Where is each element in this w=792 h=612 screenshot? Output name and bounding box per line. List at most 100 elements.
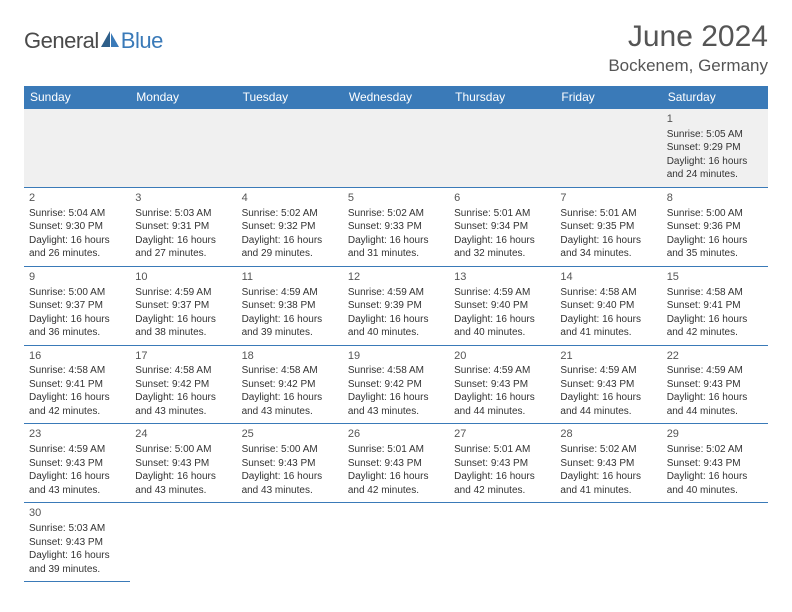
calendar-cell: 20Sunrise: 4:59 AMSunset: 9:43 PMDayligh… <box>449 345 555 424</box>
day-number: 6 <box>454 191 550 206</box>
sunset-text: Sunset: 9:33 PM <box>348 220 444 234</box>
daylight-text: Daylight: 16 hours <box>560 234 656 248</box>
daylight-text: Daylight: 16 hours <box>242 234 338 248</box>
daylight-text: and 24 minutes. <box>667 168 763 182</box>
day-header: Thursday <box>449 86 555 109</box>
calendar-cell <box>24 109 130 188</box>
daylight-text: and 41 minutes. <box>560 326 656 340</box>
sunrise-text: Sunrise: 4:59 AM <box>667 364 763 378</box>
daylight-text: Daylight: 16 hours <box>135 470 231 484</box>
day-number: 26 <box>348 427 444 442</box>
day-number: 8 <box>667 191 763 206</box>
calendar-cell: 28Sunrise: 5:02 AMSunset: 9:43 PMDayligh… <box>555 424 661 503</box>
sunrise-text: Sunrise: 4:58 AM <box>29 364 125 378</box>
day-number: 30 <box>29 506 125 521</box>
calendar-cell <box>449 109 555 188</box>
day-number: 9 <box>29 270 125 285</box>
sunset-text: Sunset: 9:41 PM <box>667 299 763 313</box>
calendar-cell <box>130 109 236 188</box>
calendar-cell: 4Sunrise: 5:02 AMSunset: 9:32 PMDaylight… <box>237 187 343 266</box>
sunrise-text: Sunrise: 5:01 AM <box>348 443 444 457</box>
sunset-text: Sunset: 9:43 PM <box>135 457 231 471</box>
daylight-text: and 40 minutes. <box>348 326 444 340</box>
sunrise-text: Sunrise: 5:01 AM <box>560 207 656 221</box>
daylight-text: and 42 minutes. <box>348 484 444 498</box>
calendar-cell: 21Sunrise: 4:59 AMSunset: 9:43 PMDayligh… <box>555 345 661 424</box>
day-number: 19 <box>348 349 444 364</box>
calendar-cell: 22Sunrise: 4:59 AMSunset: 9:43 PMDayligh… <box>662 345 768 424</box>
page-header: General Blue June 2024 Bockenem, Germany <box>24 20 768 76</box>
daylight-text: and 40 minutes. <box>454 326 550 340</box>
calendar-cell <box>449 503 555 582</box>
calendar-cell <box>555 109 661 188</box>
sunset-text: Sunset: 9:43 PM <box>454 378 550 392</box>
sunrise-text: Sunrise: 4:59 AM <box>348 286 444 300</box>
sunrise-text: Sunrise: 4:59 AM <box>560 364 656 378</box>
sunset-text: Sunset: 9:43 PM <box>348 457 444 471</box>
daylight-text: and 43 minutes. <box>29 484 125 498</box>
day-number: 21 <box>560 349 656 364</box>
calendar-cell: 2Sunrise: 5:04 AMSunset: 9:30 PMDaylight… <box>24 187 130 266</box>
day-number: 4 <box>242 191 338 206</box>
sunrise-text: Sunrise: 5:00 AM <box>667 207 763 221</box>
day-number: 12 <box>348 270 444 285</box>
daylight-text: and 40 minutes. <box>667 484 763 498</box>
calendar-week-row: 16Sunrise: 4:58 AMSunset: 9:41 PMDayligh… <box>24 345 768 424</box>
sunrise-text: Sunrise: 5:01 AM <box>454 207 550 221</box>
daylight-text: Daylight: 16 hours <box>667 470 763 484</box>
calendar-cell <box>343 109 449 188</box>
daylight-text: Daylight: 16 hours <box>560 391 656 405</box>
calendar-cell: 10Sunrise: 4:59 AMSunset: 9:37 PMDayligh… <box>130 266 236 345</box>
day-number: 20 <box>454 349 550 364</box>
calendar-cell: 24Sunrise: 5:00 AMSunset: 9:43 PMDayligh… <box>130 424 236 503</box>
sunset-text: Sunset: 9:39 PM <box>348 299 444 313</box>
daylight-text: and 31 minutes. <box>348 247 444 261</box>
daylight-text: and 43 minutes. <box>135 405 231 419</box>
daylight-text: and 34 minutes. <box>560 247 656 261</box>
daylight-text: and 42 minutes. <box>454 484 550 498</box>
day-number: 15 <box>667 270 763 285</box>
day-number: 5 <box>348 191 444 206</box>
calendar-cell: 5Sunrise: 5:02 AMSunset: 9:33 PMDaylight… <box>343 187 449 266</box>
sunrise-text: Sunrise: 5:03 AM <box>135 207 231 221</box>
sunrise-text: Sunrise: 5:02 AM <box>560 443 656 457</box>
day-header: Saturday <box>662 86 768 109</box>
sunset-text: Sunset: 9:34 PM <box>454 220 550 234</box>
sunset-text: Sunset: 9:31 PM <box>135 220 231 234</box>
calendar-cell <box>130 503 236 582</box>
daylight-text: and 32 minutes. <box>454 247 550 261</box>
sunrise-text: Sunrise: 4:59 AM <box>29 443 125 457</box>
sunset-text: Sunset: 9:29 PM <box>667 141 763 155</box>
daylight-text: and 44 minutes. <box>560 405 656 419</box>
daylight-text: and 27 minutes. <box>135 247 231 261</box>
calendar-cell: 12Sunrise: 4:59 AMSunset: 9:39 PMDayligh… <box>343 266 449 345</box>
daylight-text: Daylight: 16 hours <box>560 470 656 484</box>
daylight-text: Daylight: 16 hours <box>29 391 125 405</box>
day-number: 22 <box>667 349 763 364</box>
sunset-text: Sunset: 9:43 PM <box>29 536 125 550</box>
sunrise-text: Sunrise: 5:02 AM <box>242 207 338 221</box>
sunset-text: Sunset: 9:43 PM <box>560 378 656 392</box>
day-number: 24 <box>135 427 231 442</box>
sunset-text: Sunset: 9:41 PM <box>29 378 125 392</box>
daylight-text: Daylight: 16 hours <box>667 234 763 248</box>
daylight-text: and 41 minutes. <box>560 484 656 498</box>
month-title: June 2024 <box>608 20 768 54</box>
calendar-cell: 13Sunrise: 4:59 AMSunset: 9:40 PMDayligh… <box>449 266 555 345</box>
calendar-cell: 14Sunrise: 4:58 AMSunset: 9:40 PMDayligh… <box>555 266 661 345</box>
sunset-text: Sunset: 9:42 PM <box>242 378 338 392</box>
daylight-text: and 36 minutes. <box>29 326 125 340</box>
sunset-text: Sunset: 9:35 PM <box>560 220 656 234</box>
daylight-text: Daylight: 16 hours <box>29 234 125 248</box>
daylight-text: and 42 minutes. <box>667 326 763 340</box>
day-number: 29 <box>667 427 763 442</box>
day-number: 18 <box>242 349 338 364</box>
daylight-text: Daylight: 16 hours <box>29 313 125 327</box>
day-number: 7 <box>560 191 656 206</box>
sunrise-text: Sunrise: 5:00 AM <box>242 443 338 457</box>
sunset-text: Sunset: 9:43 PM <box>29 457 125 471</box>
day-number: 10 <box>135 270 231 285</box>
calendar-cell: 29Sunrise: 5:02 AMSunset: 9:43 PMDayligh… <box>662 424 768 503</box>
sunset-text: Sunset: 9:36 PM <box>667 220 763 234</box>
calendar-week-row: 9Sunrise: 5:00 AMSunset: 9:37 PMDaylight… <box>24 266 768 345</box>
